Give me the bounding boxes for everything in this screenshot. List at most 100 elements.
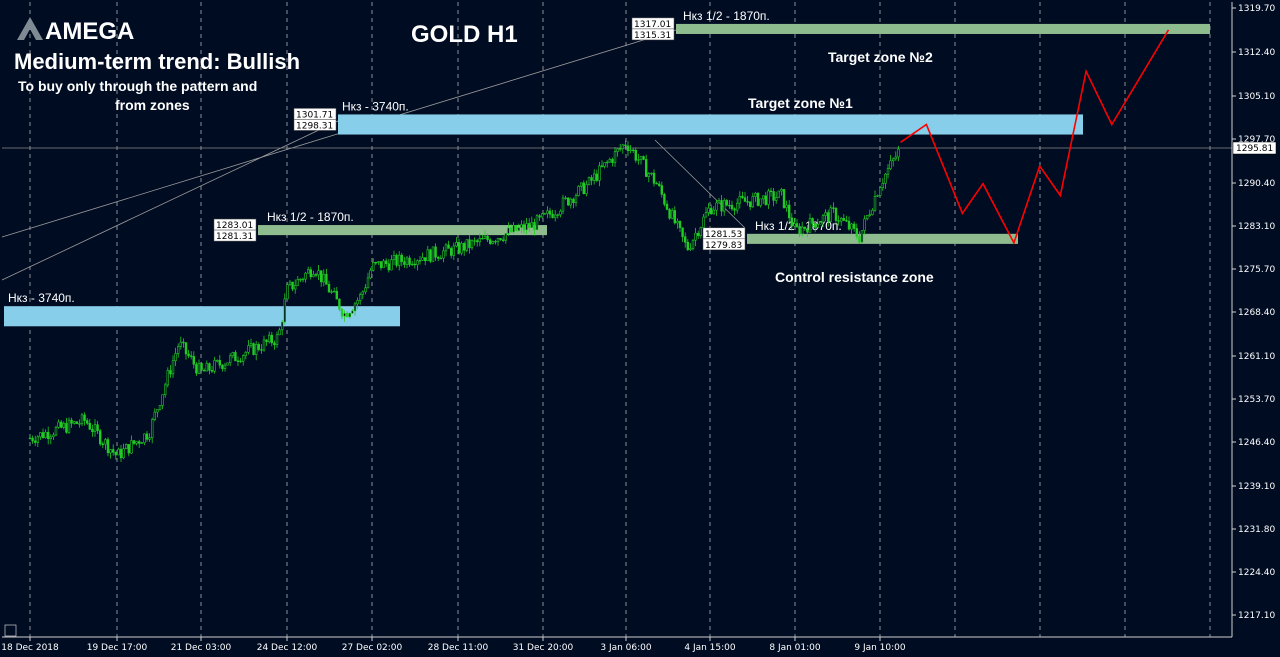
candle[interactable] (774, 191, 778, 204)
candle[interactable] (218, 355, 221, 369)
candle[interactable] (197, 359, 201, 375)
candle[interactable] (873, 190, 877, 212)
candle[interactable] (278, 327, 281, 336)
candle[interactable] (889, 155, 892, 171)
candle[interactable] (343, 310, 346, 322)
candle[interactable] (439, 255, 442, 260)
candle[interactable] (603, 162, 606, 169)
candle[interactable] (624, 140, 627, 150)
candle[interactable] (257, 342, 260, 352)
candle[interactable] (135, 441, 138, 446)
candle[interactable] (242, 354, 245, 366)
candle[interactable] (112, 444, 115, 456)
candle[interactable] (512, 222, 515, 234)
candle[interactable] (377, 261, 380, 265)
candle[interactable] (223, 362, 227, 372)
candle[interactable] (203, 368, 206, 372)
candle[interactable] (195, 362, 198, 377)
candle[interactable] (559, 209, 562, 218)
candle[interactable] (634, 147, 638, 163)
candle[interactable] (587, 176, 591, 186)
candle[interactable] (358, 292, 362, 305)
candle[interactable] (106, 437, 110, 457)
candle[interactable] (722, 198, 726, 216)
candle[interactable] (314, 272, 318, 278)
candle[interactable] (265, 339, 268, 346)
candle[interactable] (335, 287, 338, 300)
candle[interactable] (304, 271, 307, 283)
candle[interactable] (884, 173, 887, 189)
candle[interactable] (611, 157, 614, 167)
candle[interactable] (187, 350, 190, 359)
candle[interactable] (748, 201, 752, 211)
candle[interactable] (780, 187, 783, 196)
candle[interactable] (348, 312, 351, 319)
candle[interactable] (470, 239, 474, 250)
candle[interactable] (36, 435, 40, 448)
candle[interactable] (845, 215, 848, 222)
candle[interactable] (190, 351, 193, 360)
candle[interactable] (436, 255, 440, 262)
candle[interactable] (465, 239, 468, 253)
candle[interactable] (192, 351, 195, 369)
candle[interactable] (423, 257, 427, 266)
candle[interactable] (408, 255, 411, 267)
candle[interactable] (481, 234, 484, 240)
candle[interactable] (57, 419, 60, 429)
candle[interactable] (717, 197, 721, 204)
candle[interactable] (897, 145, 900, 162)
candle[interactable] (382, 259, 385, 269)
candle[interactable] (504, 232, 507, 244)
candle[interactable] (54, 425, 58, 437)
candle[interactable] (704, 207, 708, 218)
candle[interactable] (585, 180, 588, 197)
candle[interactable] (80, 412, 84, 427)
candle[interactable] (252, 342, 255, 356)
candle[interactable] (369, 267, 372, 280)
candle[interactable] (806, 225, 809, 238)
candle[interactable] (62, 421, 66, 430)
candle[interactable] (239, 357, 242, 363)
zone-mid[interactable] (258, 225, 547, 236)
candle[interactable] (663, 192, 666, 207)
candle[interactable] (28, 434, 32, 440)
candle[interactable] (725, 199, 729, 207)
candle[interactable] (676, 218, 679, 229)
candle[interactable] (494, 239, 497, 245)
candle[interactable] (673, 206, 677, 225)
candle[interactable] (546, 206, 549, 219)
candle[interactable] (462, 241, 466, 256)
candle[interactable] (33, 435, 37, 446)
candle[interactable] (712, 206, 716, 215)
candle[interactable] (460, 241, 463, 256)
candle[interactable] (473, 237, 476, 246)
candle[interactable] (657, 181, 661, 188)
candle[interactable] (249, 338, 253, 349)
candle[interactable] (637, 153, 640, 165)
candle[interactable] (590, 175, 593, 186)
candle[interactable] (507, 222, 510, 236)
candle[interactable] (400, 252, 403, 267)
candle[interactable] (119, 445, 123, 462)
candle[interactable] (670, 207, 674, 220)
candle[interactable] (273, 340, 276, 350)
candle[interactable] (483, 230, 487, 240)
candle[interactable] (52, 432, 55, 441)
candle[interactable] (847, 216, 851, 231)
candle[interactable] (800, 221, 804, 237)
candle[interactable] (756, 191, 760, 207)
candle[interactable] (317, 264, 320, 281)
candle[interactable] (644, 154, 648, 177)
candle[interactable] (621, 143, 625, 154)
candle[interactable] (707, 203, 710, 217)
candle[interactable] (876, 194, 879, 198)
zone-base[interactable] (4, 306, 400, 327)
candle[interactable] (184, 342, 188, 360)
candle[interactable] (860, 230, 864, 244)
candle[interactable] (299, 278, 302, 283)
candle[interactable] (330, 289, 333, 294)
candle[interactable] (332, 287, 336, 293)
candle[interactable] (429, 248, 432, 264)
candle[interactable] (291, 281, 294, 292)
candle[interactable] (850, 222, 853, 235)
